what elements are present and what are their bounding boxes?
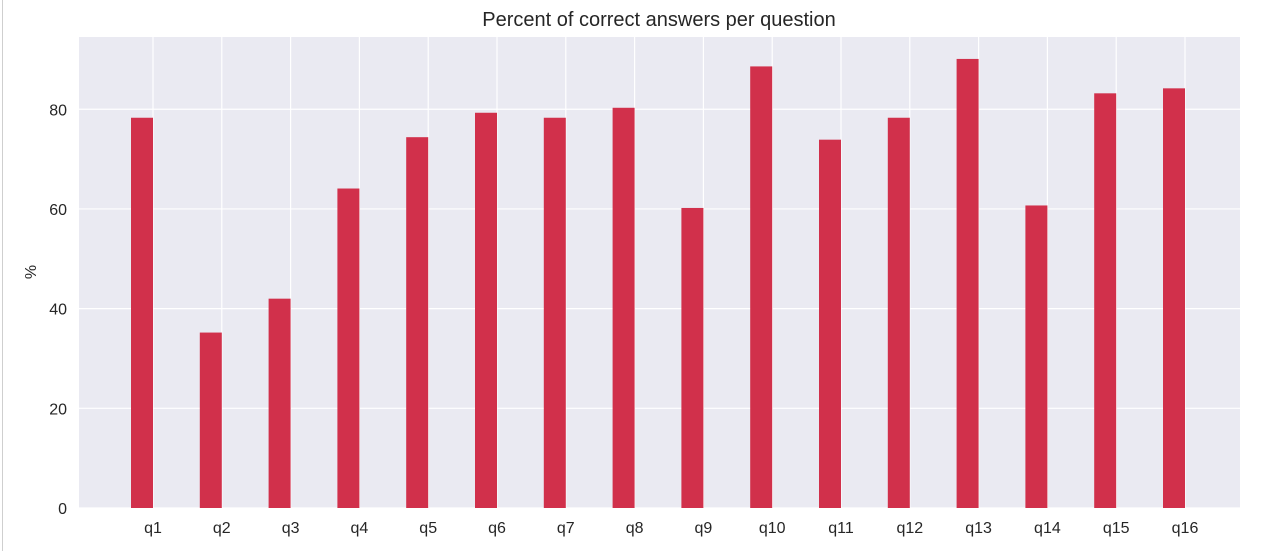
bar-q9 [681, 207, 704, 508]
x-tick-label: q7 [557, 520, 575, 537]
bar-q14 [1025, 205, 1048, 508]
x-tick-label: q2 [213, 520, 231, 537]
x-tick-label: q9 [695, 520, 713, 537]
x-tick-label: q16 [1172, 520, 1199, 537]
bar-q7 [543, 117, 566, 508]
y-tick-label: 80 [49, 102, 67, 119]
x-tick-label: q3 [282, 520, 300, 537]
bar-q4 [337, 188, 360, 508]
plot-background [79, 37, 1240, 508]
x-tick-label: q15 [1103, 520, 1130, 537]
bar-q10 [750, 66, 773, 509]
bar-q2 [199, 332, 222, 508]
x-tick-label: q5 [419, 520, 437, 537]
y-tick-label: 0 [58, 501, 67, 518]
bar-q12 [887, 117, 910, 508]
x-tick-label: q6 [488, 520, 506, 537]
chart-title: Percent of correct answers per question [482, 9, 836, 31]
x-tick-label: q12 [896, 520, 923, 537]
left-border [2, 0, 3, 551]
x-tick-label: q10 [759, 520, 786, 537]
y-tick-label: 40 [49, 302, 67, 319]
x-tick-label: q8 [626, 520, 644, 537]
x-tick-label: q13 [965, 520, 992, 537]
y-tick-label: 60 [49, 202, 67, 219]
x-tick-label: q14 [1034, 520, 1061, 537]
bar-q8 [612, 107, 635, 509]
x-tick-label: q1 [144, 520, 162, 537]
x-tick-label: q4 [351, 520, 369, 537]
x-tick-label: q11 [828, 520, 854, 537]
y-tick-label: 20 [49, 401, 67, 418]
y-axis-label: % [23, 265, 40, 279]
bar-q13 [956, 58, 979, 508]
bar-q15 [1094, 93, 1117, 509]
plot-area: 0 20 40 60 80 q1 q2 q3 q4 q5 q6 q7 q8 q9 q10 q11 q12 q13 q… [49, 37, 1240, 537]
bar-q1 [131, 117, 153, 508]
bar-q16 [1163, 88, 1185, 508]
bar-q6 [475, 112, 497, 508]
bar-q3 [268, 298, 291, 508]
bar-q5 [406, 137, 429, 508]
bar-q11 [819, 139, 841, 508]
